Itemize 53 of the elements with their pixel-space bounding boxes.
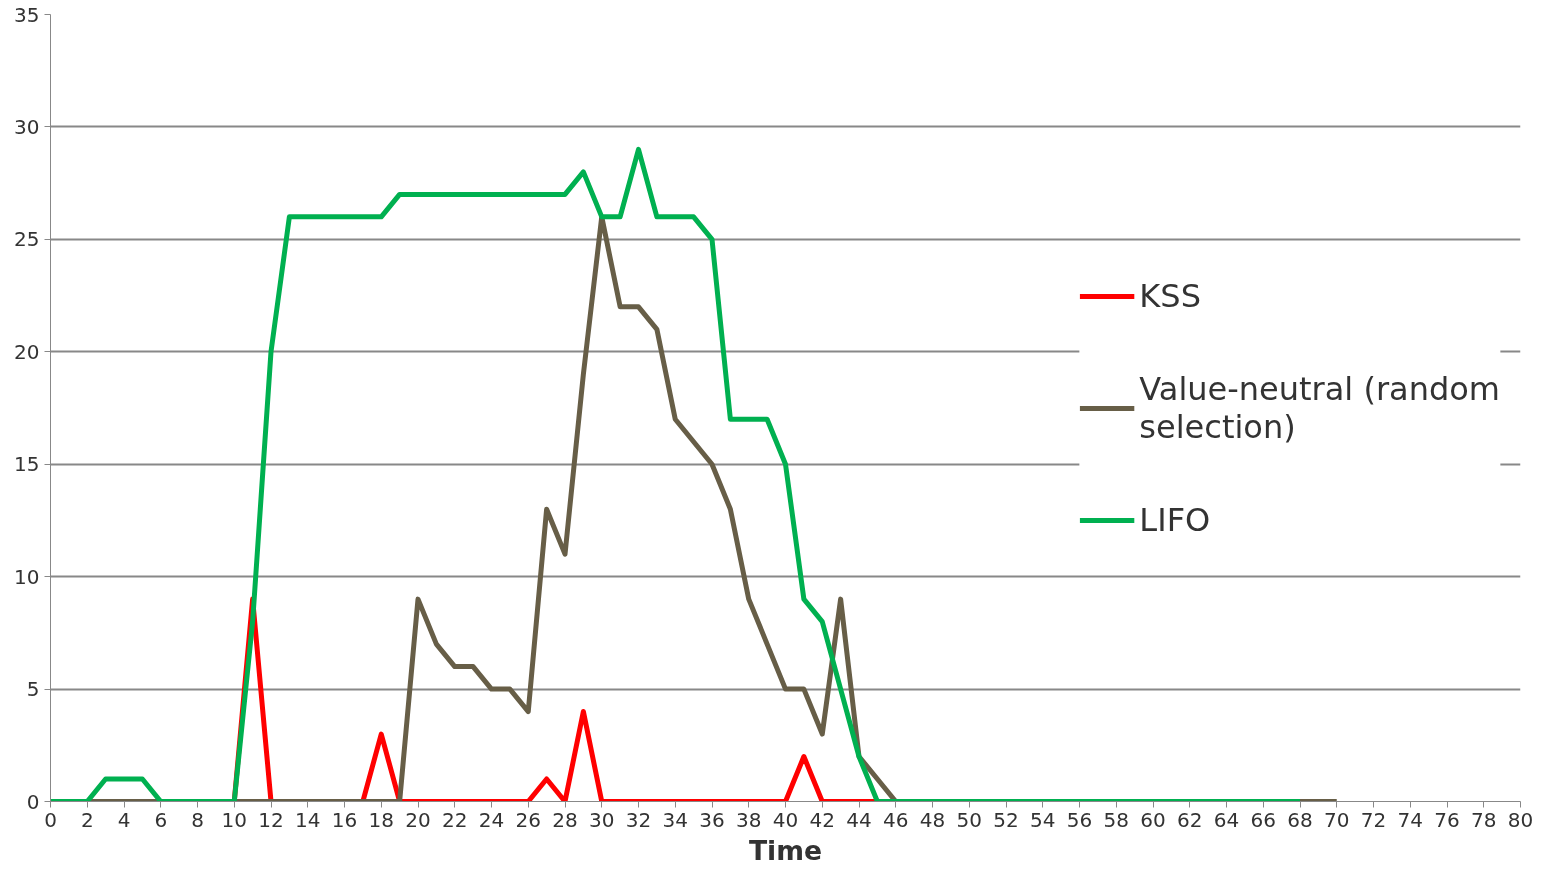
x-tick-label: 8 [191, 807, 204, 832]
legend-label: KSS [1139, 276, 1201, 315]
x-tick-label: 50 [956, 807, 982, 832]
x-tick-label: 66 [1250, 807, 1276, 832]
x-tick-label: 54 [1030, 807, 1056, 832]
x-tick-label: 40 [772, 807, 799, 832]
x-tick-label: 38 [736, 807, 762, 832]
y-tick-label: 25 [14, 227, 40, 252]
x-tick-label: 52 [993, 807, 1019, 832]
x-tick-label: 14 [295, 807, 321, 832]
legend-label: Value-neutral (random selection) [1139, 369, 1500, 446]
x-tick-label: 58 [1103, 807, 1129, 832]
x-tick-label: 56 [1066, 807, 1093, 832]
x-tick-label: 78 [1471, 807, 1497, 832]
x-tick-label: 44 [846, 807, 872, 832]
x-tick-label: 0 [44, 807, 57, 832]
x-tick-label: 10 [221, 807, 247, 832]
y-tick-label: 15 [14, 452, 40, 477]
y-tick-label: 10 [14, 564, 40, 589]
x-tick-label: 80 [1507, 807, 1534, 832]
x-tick-label: 60 [1140, 807, 1166, 832]
x-tick-label: 26 [515, 807, 541, 832]
x-tick-label: 68 [1287, 807, 1313, 832]
x-tick-label: 74 [1397, 807, 1423, 832]
x-tick-label: 12 [258, 807, 284, 832]
y-tick-label: 0 [26, 789, 40, 814]
x-tick-label: 62 [1177, 807, 1203, 832]
x-tick-label: 46 [883, 807, 909, 832]
x-axis-title: Time [748, 834, 823, 866]
y-tick-label: 30 [14, 114, 40, 139]
y-tick-label: 35 [14, 2, 40, 27]
x-tick-label: 2 [80, 807, 94, 832]
x-tick-label: 16 [331, 807, 358, 832]
x-tick-label: 32 [625, 807, 652, 832]
x-tick-label: 72 [1360, 807, 1387, 832]
x-tick-label: 6 [154, 807, 168, 832]
y-tick-label: 5 [26, 677, 40, 702]
x-tick-label: 30 [589, 807, 615, 832]
x-tick-label: 24 [478, 807, 505, 832]
x-tick-label: 18 [368, 807, 394, 832]
x-tick-label: 48 [919, 807, 946, 832]
x-tick-label: 34 [662, 807, 688, 832]
x-tick-label: 70 [1324, 807, 1350, 832]
x-tick-label: 28 [552, 807, 578, 832]
x-tick-label: 36 [699, 807, 725, 832]
x-tick-label: 64 [1213, 807, 1240, 832]
x-tick-label: 76 [1434, 807, 1460, 832]
x-tick-label: 42 [809, 807, 835, 832]
x-tick-label: 22 [442, 807, 468, 832]
legend-label: LIFO [1139, 500, 1211, 539]
x-tick-label: 20 [405, 807, 431, 832]
y-tick-label: 20 [14, 339, 40, 364]
x-tick-label: 4 [117, 807, 131, 832]
